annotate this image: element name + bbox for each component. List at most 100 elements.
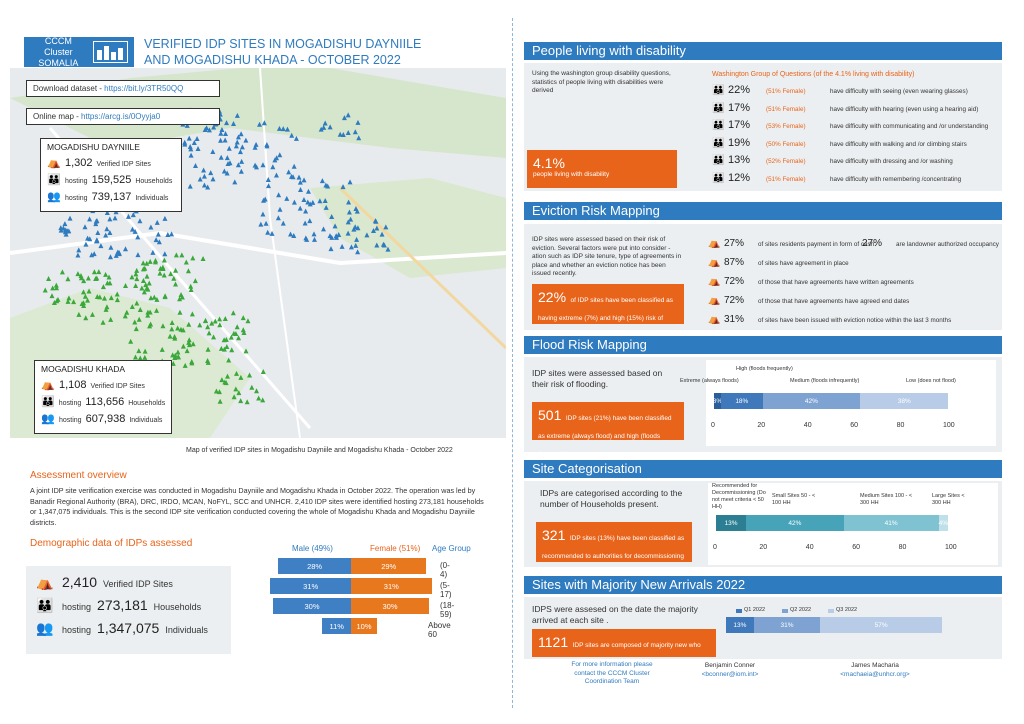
site-marker	[91, 269, 97, 275]
site-marker	[183, 259, 189, 265]
site-marker	[345, 130, 351, 136]
site-marker	[177, 309, 183, 315]
demographic-title: Demographic data of IDPs assessed	[30, 538, 193, 549]
site-marker	[142, 265, 148, 271]
site-marker	[337, 131, 343, 137]
site-marker	[71, 299, 77, 305]
wg-pct: 17%	[728, 101, 751, 114]
age-group-label: (5-17)	[440, 581, 452, 599]
site-marker	[356, 135, 362, 141]
site-marker	[134, 300, 140, 306]
site-marker	[257, 121, 263, 127]
site-marker	[321, 124, 327, 130]
map[interactable]: Download dataset - https://bit.ly/3TR50Q…	[10, 68, 506, 438]
disability-pct: 4.1%	[533, 155, 565, 171]
site-marker	[81, 278, 87, 284]
site-marker	[210, 176, 216, 182]
site-marker	[258, 221, 264, 227]
site-marker	[187, 183, 193, 189]
site-marker	[154, 307, 160, 313]
site-marker	[81, 289, 87, 295]
wg-row: 👪 22% (51% Female) have difficulty with see…	[712, 84, 968, 96]
site-marker	[240, 327, 246, 333]
site-marker	[265, 229, 271, 235]
site-marker	[83, 315, 89, 321]
axis-tick-label: 20	[757, 422, 766, 429]
disability-highlight: 4.1% people living with disability	[527, 150, 677, 188]
site-marker	[66, 295, 72, 301]
download-link[interactable]: https://bit.ly/3TR50QQ	[104, 84, 184, 93]
site-marker	[188, 286, 194, 292]
site-marker	[65, 276, 71, 282]
site-marker	[150, 249, 156, 255]
site-marker	[179, 294, 185, 300]
eviction-pct: 31%	[724, 314, 745, 325]
bar-segment: 4%	[939, 515, 948, 531]
site-marker	[142, 348, 148, 354]
flood-count-label: IDP sites (21%) have been classified as …	[538, 415, 672, 458]
site-marker	[114, 291, 120, 297]
eviction-row: ⛺ 72% of those that have agreements have w…	[708, 276, 914, 287]
site-marker	[340, 184, 346, 190]
cat-label-medium: Medium Sites 100 - < 300 HH	[860, 493, 913, 506]
site-marker	[98, 243, 104, 249]
site-marker	[252, 144, 258, 150]
flood-section-title: Flood Risk Mapping	[524, 336, 1002, 354]
site-marker	[100, 284, 106, 290]
site-marker	[211, 334, 217, 340]
site-marker	[221, 337, 227, 343]
legend-swatch	[782, 609, 788, 613]
site-marker	[154, 296, 160, 302]
total-individuals-label: Individuals	[165, 625, 208, 635]
online-map-box[interactable]: Online map - https://arcg.is/0Oyyja0	[26, 108, 220, 125]
eviction-icon: ⛺	[708, 257, 721, 268]
site-marker	[211, 124, 217, 130]
site-marker	[225, 160, 231, 166]
total-sites-label: Verified IDP Sites	[103, 579, 173, 589]
arrivals-count-label: IDP sites are composed of majority new w…	[538, 642, 701, 667]
male-bar: 11%	[322, 618, 351, 634]
wg-row: 👪 13% (52% Female) have difficulty with dre…	[712, 154, 953, 166]
site-marker	[96, 269, 102, 275]
contact-1-email[interactable]: <bconner@iom.int>	[701, 670, 759, 678]
khada-individuals-label: Individuals	[129, 417, 163, 424]
axis-tick-label: 0	[711, 422, 715, 429]
site-marker	[305, 199, 311, 205]
site-marker	[233, 330, 239, 336]
site-marker	[182, 362, 188, 368]
site-marker	[197, 322, 203, 328]
site-marker	[353, 242, 359, 248]
dayniile-sites: 1,302	[65, 157, 93, 169]
site-marker	[104, 226, 110, 232]
site-marker	[230, 310, 236, 316]
site-marker	[236, 335, 242, 341]
site-marker	[322, 197, 328, 203]
contact-2-email[interactable]: <machaeia@unhcr.org>	[840, 670, 910, 678]
site-marker	[238, 131, 244, 137]
dayniile-title: MOGADISHU DAYNIILE	[47, 142, 140, 152]
site-marker	[229, 347, 235, 353]
hosting-label: hosting	[58, 400, 82, 407]
site-marker	[135, 234, 141, 240]
site-marker	[265, 176, 271, 182]
site-marker	[260, 162, 266, 168]
site-marker	[276, 192, 282, 198]
site-marker	[143, 282, 149, 288]
categorisation-count-label: IDP sites (13%) have been classified as …	[542, 535, 686, 578]
site-marker	[180, 343, 186, 349]
site-marker	[160, 264, 166, 270]
online-map-link[interactable]: https://arcg.is/0Oyyja0	[81, 112, 161, 121]
site-marker	[240, 315, 246, 321]
site-marker	[59, 269, 65, 275]
site-marker	[107, 254, 113, 260]
site-marker	[184, 122, 190, 128]
site-marker	[241, 329, 247, 335]
download-dataset-box[interactable]: Download dataset - https://bit.ly/3TR50Q…	[26, 80, 220, 97]
site-marker	[256, 395, 262, 401]
wg-female-share: (50% Female)	[766, 140, 806, 148]
site-marker	[122, 246, 128, 252]
site-marker	[136, 316, 142, 322]
site-marker	[65, 298, 71, 304]
eviction-pct: 72%	[724, 276, 745, 287]
site-marker	[189, 360, 195, 366]
